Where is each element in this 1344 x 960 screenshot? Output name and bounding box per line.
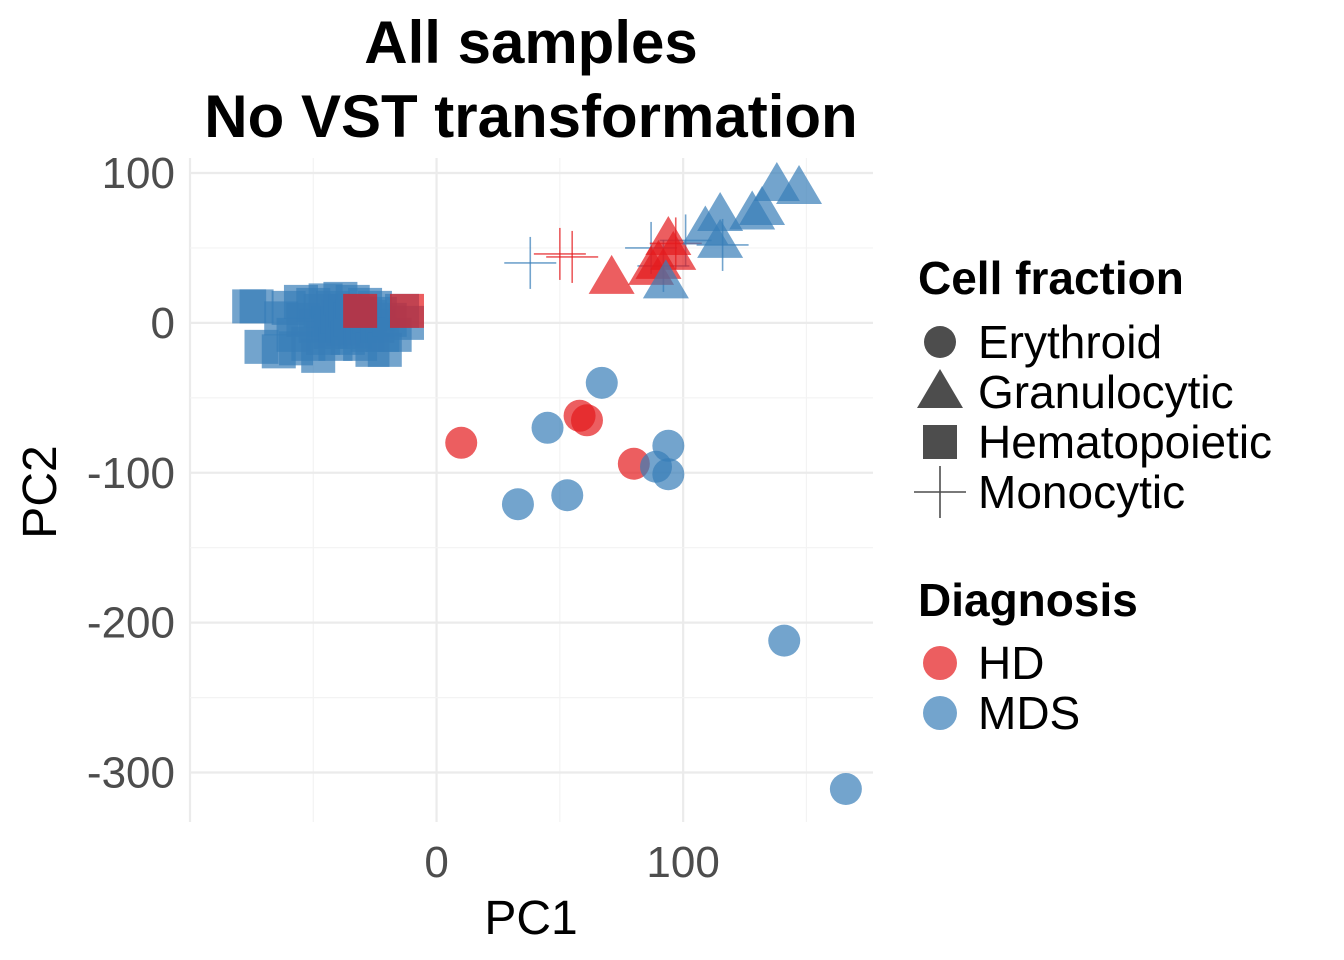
legend-key-mds <box>923 696 957 730</box>
point-circle-mds <box>652 458 685 491</box>
y-tick-label: 0 <box>151 299 175 348</box>
legend-label-granulocytic: Granulocytic <box>978 366 1234 418</box>
point-circle-hd <box>445 426 478 459</box>
x-tick-label: 100 <box>646 838 719 887</box>
legend-label-hd: HD <box>978 637 1044 689</box>
legend-label-erythroid: Erythroid <box>978 316 1162 368</box>
legend-title-cell-fraction: Cell fraction <box>918 252 1184 304</box>
point-triangle-hd <box>588 254 635 294</box>
legend-title-diagnosis: Diagnosis <box>918 574 1138 626</box>
y-axis-title: PC2 <box>14 445 67 538</box>
point-circle-hd <box>570 404 603 437</box>
point-triangle-mds <box>739 185 786 225</box>
point-triangle-hd <box>650 230 697 270</box>
data-points <box>232 161 862 806</box>
legend-key-monocytic <box>914 466 966 518</box>
x-tick-label: 0 <box>424 838 448 887</box>
point-triangle-mds <box>776 164 823 204</box>
legend-key-hd <box>923 646 957 680</box>
legend-key-granulocytic <box>917 369 963 408</box>
point-square-hd <box>389 293 424 328</box>
point-cross-hd <box>533 227 586 280</box>
panel-grid <box>188 158 873 822</box>
chart-title-line-2: No VST transformation <box>204 83 857 150</box>
point-circle-mds <box>768 624 801 657</box>
y-tick-label: -300 <box>87 749 175 798</box>
point-circle-mds <box>531 411 564 444</box>
legend-key-hematopoietic <box>923 425 957 459</box>
point-triangle-mds <box>697 218 744 258</box>
y-tick-label: -200 <box>87 599 175 648</box>
point-triangle-mds <box>697 191 744 231</box>
legend-label-hematopoietic: Hematopoietic <box>978 416 1272 468</box>
chart-title-line-1: All samples <box>364 9 698 76</box>
x-axis-tick-labels: 0 100 <box>424 838 720 887</box>
legend-label-mds: MDS <box>978 687 1080 739</box>
point-circle-mds <box>585 366 618 399</box>
point-circle-mds <box>501 488 534 521</box>
y-tick-label: 100 <box>102 149 175 198</box>
point-triangle-mds <box>642 259 689 299</box>
point-cross-mds <box>504 236 557 289</box>
point-circle-mds <box>829 773 862 806</box>
y-tick-label: -100 <box>87 449 175 498</box>
point-square-hd <box>343 293 378 328</box>
point-circle-mds <box>652 429 685 462</box>
legend-label-monocytic: Monocytic <box>978 466 1185 518</box>
legend-cell-fraction: Cell fraction ErythroidGranulocyticHemat… <box>914 252 1272 518</box>
point-cross-hd <box>546 230 599 283</box>
y-axis-tick-labels: 100 0 -100 -200 -300 <box>87 149 175 798</box>
legend-key-erythroid <box>924 326 956 358</box>
point-circle-mds <box>551 479 584 512</box>
x-axis-title: PC1 <box>484 892 577 945</box>
